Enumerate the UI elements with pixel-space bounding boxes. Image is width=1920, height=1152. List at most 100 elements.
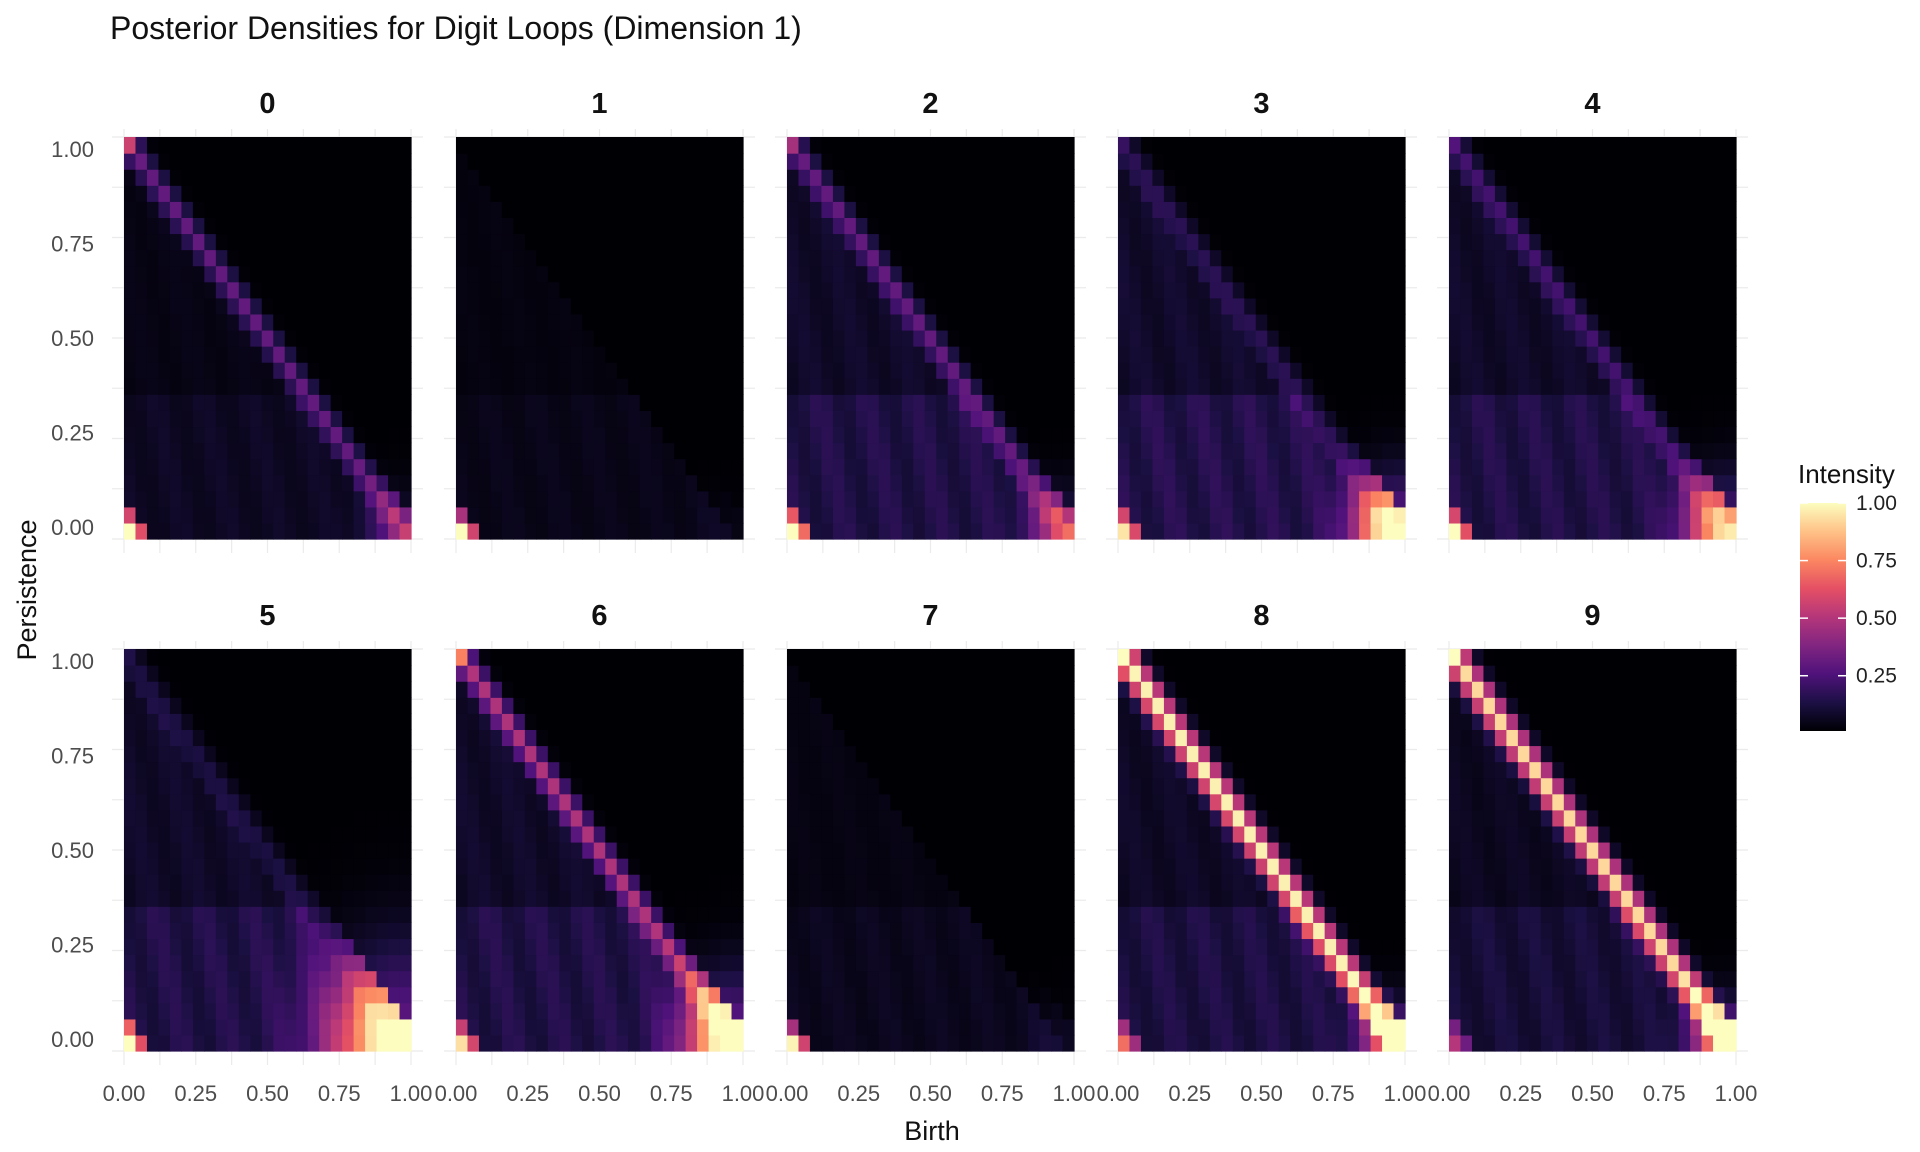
heatmap-cell <box>1552 329 1565 347</box>
heatmap-cell <box>1517 201 1530 218</box>
heatmap-cell <box>867 970 880 988</box>
heatmap-cell <box>524 922 537 940</box>
heatmap-cell <box>388 777 401 795</box>
heatmap-cell <box>959 442 972 460</box>
heatmap-cell <box>674 169 687 186</box>
heatmap-cell <box>467 858 480 875</box>
heatmap-cell <box>238 1034 251 1052</box>
heatmap-cell <box>1209 378 1222 395</box>
heatmap-cell <box>192 890 205 907</box>
heatmap-cell <box>513 841 526 859</box>
heatmap-cell <box>524 201 537 218</box>
heatmap-cell <box>204 922 217 940</box>
heatmap-cell <box>1506 281 1519 299</box>
heatmap-cell <box>330 378 343 395</box>
heatmap-cell <box>1062 378 1075 395</box>
heatmap-cell <box>1118 522 1131 540</box>
heatmap-cell <box>674 426 687 444</box>
heatmap-cell <box>478 825 492 843</box>
heatmap-cell <box>947 713 960 730</box>
heatmap-cell <box>1529 426 1542 444</box>
heatmap-cell <box>832 777 845 795</box>
heatmap-cell <box>867 394 880 411</box>
heatmap-cell <box>616 665 629 682</box>
heatmap-cell <box>124 153 137 170</box>
heatmap-cell <box>1163 249 1176 267</box>
heatmap-cell <box>330 954 343 972</box>
heatmap-cell <box>559 378 572 395</box>
heatmap-cell <box>982 169 995 186</box>
heatmap-cell <box>639 809 652 827</box>
heatmap-cell <box>547 697 560 714</box>
heatmap-cell <box>616 474 629 492</box>
heatmap-cell <box>273 761 286 779</box>
heatmap-cell <box>844 426 857 444</box>
heatmap-cell <box>787 410 800 428</box>
heatmap-cell <box>169 697 182 714</box>
heatmap-cell <box>273 474 286 492</box>
heatmap-cell <box>570 761 583 779</box>
heatmap-cell <box>697 761 710 779</box>
heatmap-cell <box>238 809 251 827</box>
heatmap-cell <box>1552 378 1565 395</box>
heatmap-cell <box>319 922 332 940</box>
heatmap-cell <box>890 506 903 524</box>
heatmap-cell <box>227 938 240 956</box>
heatmap-cell <box>456 137 469 154</box>
heatmap-cell <box>616 297 629 315</box>
heatmap-cell <box>936 986 949 1004</box>
heatmap-cell <box>809 394 823 411</box>
heatmap-cell <box>1655 201 1668 218</box>
heatmap-cell <box>181 665 194 682</box>
heatmap-cell <box>901 137 914 154</box>
heatmap-cell <box>697 153 710 170</box>
heatmap-cell <box>1016 394 1029 411</box>
heatmap-cell <box>250 1002 263 1020</box>
heatmap-cell <box>273 809 286 827</box>
heatmap-cell <box>959 858 972 875</box>
heatmap-cell <box>697 890 710 907</box>
heatmap-cell <box>982 394 995 411</box>
heatmap-cell <box>982 825 995 843</box>
heatmap-cell <box>878 394 891 411</box>
heatmap-cell <box>1632 217 1645 235</box>
heatmap-cell <box>936 153 949 170</box>
heatmap-cell <box>284 1002 297 1020</box>
heatmap-cell <box>616 313 629 331</box>
heatmap-cell <box>697 346 710 363</box>
heatmap-cell <box>478 185 492 202</box>
heatmap-cell <box>947 890 960 907</box>
heatmap-cell <box>456 217 469 235</box>
heatmap-cell <box>135 506 148 524</box>
heatmap-cell <box>662 954 675 972</box>
heatmap-cell <box>158 153 171 170</box>
heatmap-cell <box>1598 153 1611 170</box>
heatmap-cell <box>628 809 641 827</box>
heatmap-cell <box>1005 362 1018 379</box>
heatmap-cell <box>685 313 698 331</box>
heatmap-cell <box>399 233 412 251</box>
heatmap-cell <box>809 346 823 363</box>
heatmap-cell <box>628 922 641 940</box>
heatmap-cell <box>1529 458 1542 476</box>
heatmap-cell <box>1347 265 1360 283</box>
heatmap-cell <box>924 281 937 299</box>
heatmap-cell <box>936 458 949 476</box>
heatmap-cell <box>821 217 834 235</box>
heatmap-cell <box>124 346 137 363</box>
heatmap-cell <box>936 297 949 315</box>
heatmap-cell <box>1632 506 1645 524</box>
heatmap-cell <box>524 954 537 972</box>
heatmap-cell <box>798 185 811 202</box>
heatmap-cell <box>993 490 1006 508</box>
heatmap-cell <box>342 217 355 235</box>
heatmap-cell <box>1221 458 1234 476</box>
heatmap-cell <box>158 793 171 811</box>
heatmap-cell <box>639 233 652 251</box>
heatmap-cell <box>238 394 251 411</box>
heatmap-cell <box>1529 506 1542 524</box>
heatmap-cell <box>1713 233 1726 251</box>
heatmap-cell <box>662 346 675 363</box>
heatmap-cell <box>124 297 137 315</box>
